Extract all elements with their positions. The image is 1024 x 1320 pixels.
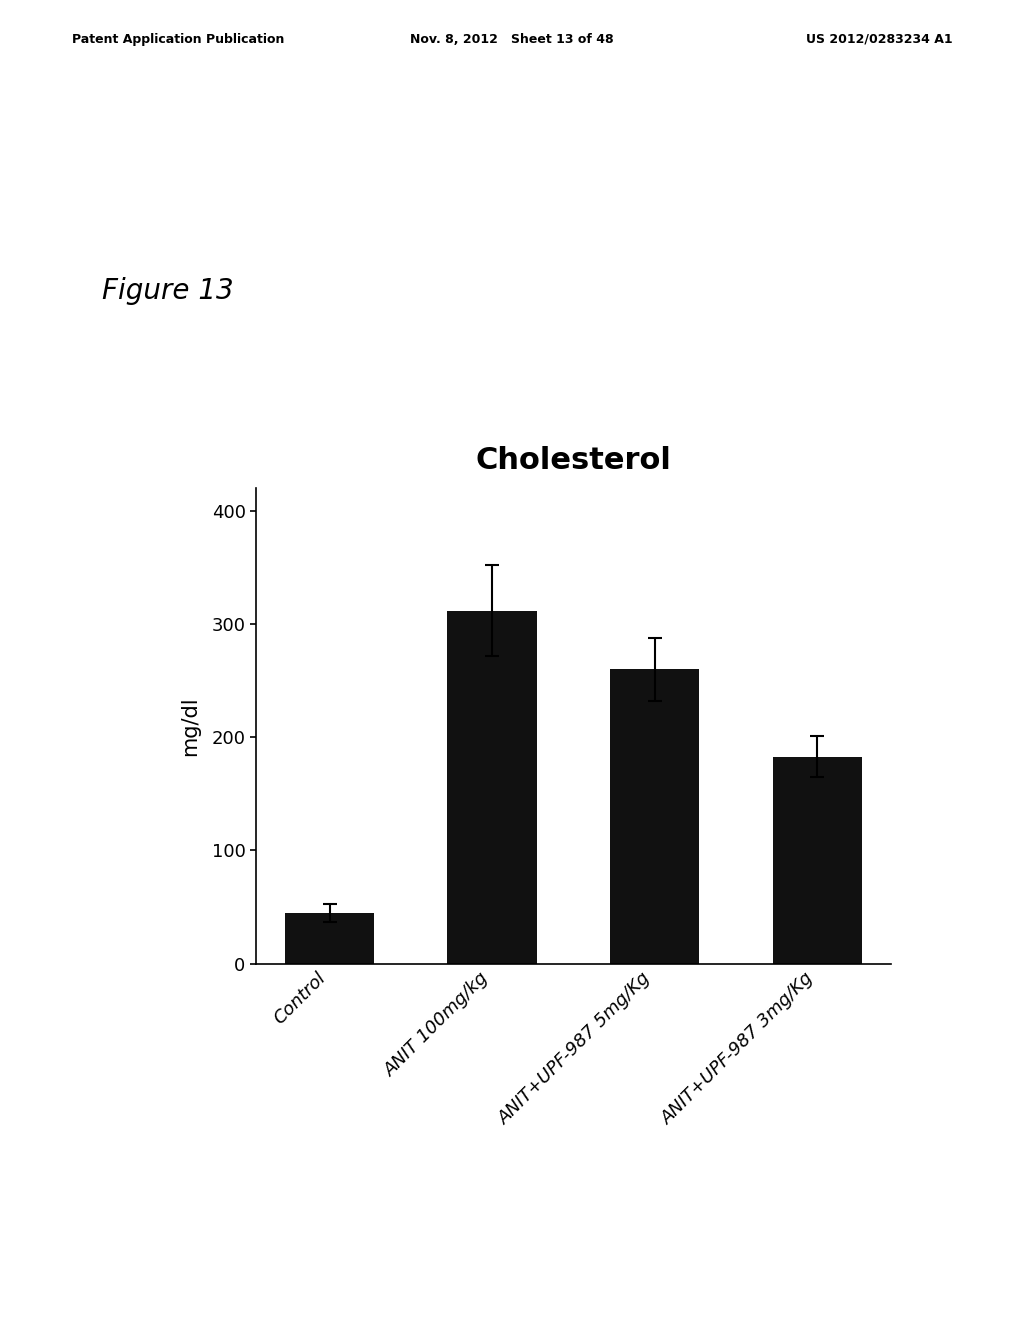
Bar <box>610 669 699 964</box>
Text: Nov. 8, 2012   Sheet 13 of 48: Nov. 8, 2012 Sheet 13 of 48 <box>410 33 613 46</box>
Text: Figure 13: Figure 13 <box>102 277 234 305</box>
Bar <box>447 611 537 964</box>
Title: Cholesterol: Cholesterol <box>475 446 672 475</box>
Text: Patent Application Publication: Patent Application Publication <box>72 33 284 46</box>
Text: US 2012/0283234 A1: US 2012/0283234 A1 <box>806 33 952 46</box>
Bar <box>285 912 375 964</box>
Y-axis label: mg/dl: mg/dl <box>180 696 201 756</box>
Bar <box>772 756 862 964</box>
